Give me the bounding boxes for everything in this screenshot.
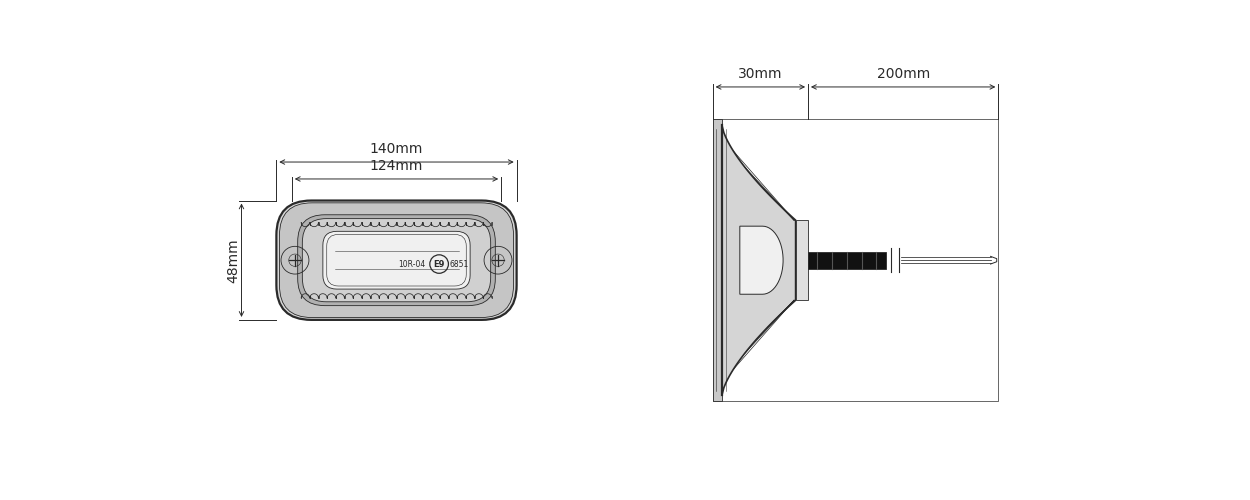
Polygon shape xyxy=(722,126,796,395)
Bar xyxy=(796,220,808,300)
FancyBboxPatch shape xyxy=(276,200,516,320)
Polygon shape xyxy=(740,226,782,294)
Bar xyxy=(712,120,722,401)
Text: 124mm: 124mm xyxy=(370,159,424,173)
Bar xyxy=(712,120,999,401)
FancyBboxPatch shape xyxy=(302,218,491,302)
FancyBboxPatch shape xyxy=(298,215,495,306)
Text: 6851: 6851 xyxy=(450,260,469,268)
Text: 140mm: 140mm xyxy=(370,142,424,156)
Text: 48mm: 48mm xyxy=(226,238,241,282)
Text: 30mm: 30mm xyxy=(738,67,782,81)
Text: 200mm: 200mm xyxy=(876,67,930,81)
Bar xyxy=(808,252,885,268)
FancyBboxPatch shape xyxy=(280,203,514,318)
FancyBboxPatch shape xyxy=(322,232,470,289)
Text: E9: E9 xyxy=(434,260,445,268)
Text: 10R-04: 10R-04 xyxy=(398,260,425,268)
